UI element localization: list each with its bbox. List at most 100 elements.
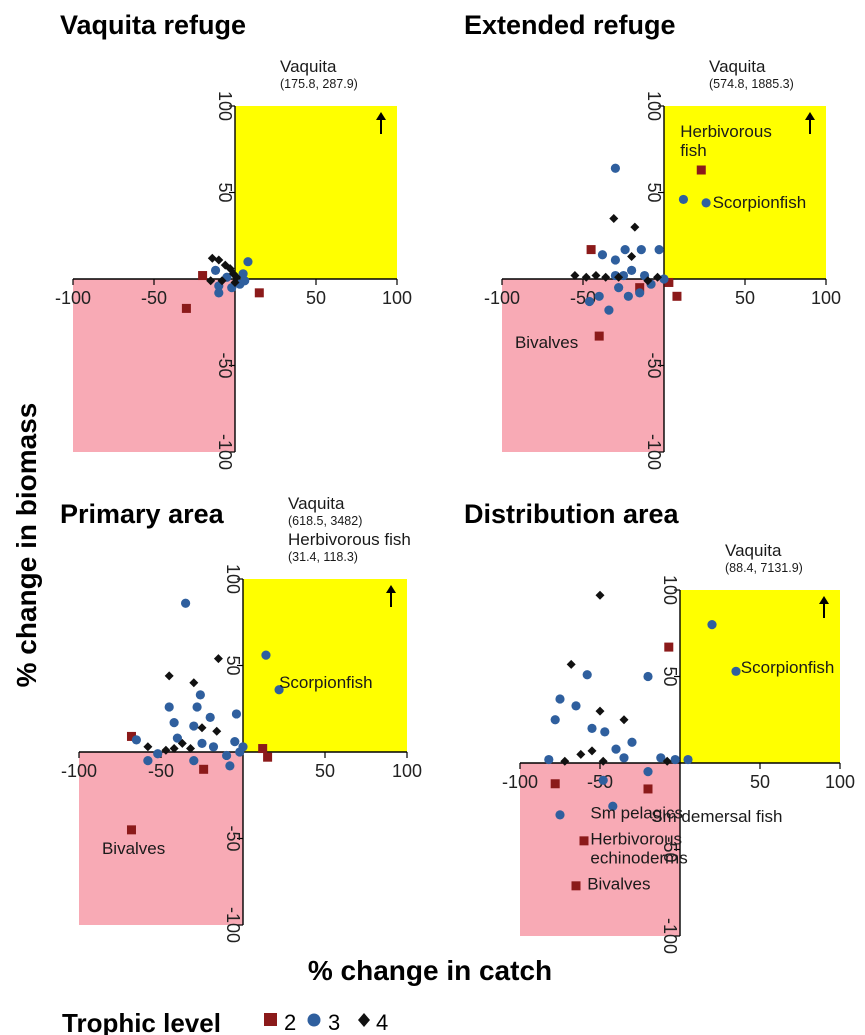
data-point-tl3	[608, 801, 618, 811]
species-label: Herbivorous	[680, 122, 772, 141]
data-point-tl4	[189, 678, 199, 688]
y-tick-label: -50	[215, 352, 235, 378]
data-point-tl3	[627, 265, 637, 275]
data-point-tl3	[654, 244, 664, 255]
data-point-tl4	[581, 272, 591, 282]
data-point-tl3	[214, 288, 224, 298]
y-tick-label: -100	[644, 434, 664, 470]
data-point-tl3	[169, 717, 179, 728]
data-point-tl2	[199, 764, 209, 774]
data-point-tl4	[601, 272, 611, 282]
data-point-tl2	[643, 784, 653, 794]
data-point-tl4	[212, 726, 222, 736]
y-tick-label: -50	[660, 836, 680, 862]
data-point-tl3	[189, 756, 199, 766]
data-point-tl3	[243, 257, 253, 267]
data-point-tl4	[230, 277, 240, 287]
panel-title: Extended refuge	[464, 10, 676, 40]
data-point-tl3	[627, 737, 637, 747]
data-point-tl3	[544, 754, 554, 765]
data-point-tl4	[627, 252, 637, 262]
quadrant-lose-lose	[520, 763, 680, 936]
y-tick-label: 100	[660, 575, 680, 605]
data-point-tl3	[208, 742, 219, 752]
offscale-coords: (31.4, 118.3)	[288, 550, 358, 564]
data-point-tl3	[555, 810, 565, 820]
data-point-tl2	[579, 836, 589, 846]
data-point-tl3	[614, 283, 624, 293]
panel-title: Vaquita refuge	[60, 10, 246, 40]
x-tick-label: -50	[141, 288, 167, 308]
offscale-arrow-head	[819, 596, 829, 604]
data-point-tl4	[207, 253, 217, 263]
data-point-tl4	[587, 746, 597, 756]
quadrant-win-win	[235, 106, 397, 279]
data-point-tl4	[164, 671, 174, 681]
data-point-tl3	[670, 754, 680, 765]
data-point-tl3	[656, 753, 666, 763]
data-point-tl4	[217, 276, 227, 286]
data-point-tl2	[126, 825, 136, 835]
panel-0: -100 -100 -50 -50 50 50 100 100 Vaquita refuge Va…	[55, 10, 412, 470]
x-tick-label: 50	[315, 761, 335, 781]
data-point-tl2	[126, 731, 136, 741]
data-point-tl3	[594, 291, 604, 301]
panel-title: Primary area	[60, 499, 225, 529]
species-label: Scorpionfish	[713, 193, 807, 212]
offscale-coords: (175.8, 287.9)	[280, 77, 358, 91]
legend-title: Trophic level	[62, 1008, 221, 1035]
species-label: Scorpionfish	[279, 673, 373, 692]
data-point-tl3	[643, 767, 653, 777]
data-point-tl2	[586, 245, 596, 255]
data-point-tl3	[205, 712, 215, 723]
data-point-tl3	[619, 753, 629, 763]
data-point-tl3	[222, 750, 232, 761]
offscale-name: Herbivorous fish	[288, 530, 411, 549]
offscale-arrow-head	[376, 112, 386, 120]
legend-marker-3	[307, 1013, 321, 1027]
data-point-tl3	[225, 761, 235, 771]
data-point-tl2	[181, 303, 191, 313]
data-point-tl3	[131, 735, 141, 745]
species-label: Bivalves	[515, 333, 578, 352]
data-point-tl3	[683, 754, 693, 765]
panel-2: -100 -100 -50 -50 50 50 100 100 Primary area Vaqu…	[60, 494, 422, 943]
data-point-tl3	[584, 296, 595, 307]
x-axis-title: % change in catch	[308, 955, 552, 986]
data-point-tl2	[198, 271, 208, 281]
species-label: Sm pelagics	[590, 803, 683, 822]
legend-marker-4	[358, 1013, 370, 1027]
data-point-tl2	[258, 744, 268, 754]
legend-label-4: 4	[376, 1010, 388, 1035]
data-point-tl3	[707, 620, 717, 630]
data-point-tl3	[240, 276, 250, 286]
data-point-tl3	[238, 742, 248, 752]
data-point-tl3	[620, 244, 630, 255]
x-tick-label: -100	[61, 761, 97, 781]
data-point-tl4	[169, 744, 179, 754]
data-point-tl3	[143, 756, 153, 766]
data-point-tl3	[597, 250, 608, 260]
panels: -100 -100 -50 -50 50 50 100 100 Vaquita refuge Va…	[55, 10, 855, 954]
x-tick-label: -100	[484, 288, 520, 308]
x-tick-label: 100	[392, 761, 422, 781]
data-point-tl3	[195, 690, 205, 700]
legend-label-2: 2	[284, 1010, 296, 1035]
data-point-tl4	[570, 271, 580, 281]
species-label: Herbivorous	[590, 829, 682, 848]
quadrant-win-win	[664, 106, 826, 279]
data-point-tl3	[189, 721, 199, 731]
x-tick-label: 100	[811, 288, 841, 308]
data-point-tl3	[210, 265, 221, 275]
y-tick-label: -50	[223, 825, 243, 851]
x-tick-label: 100	[825, 772, 855, 792]
data-point-tl3	[238, 269, 248, 279]
data-point-tl2	[696, 165, 706, 175]
data-point-tl4	[560, 756, 570, 766]
species-label: Bivalves	[102, 839, 165, 858]
data-point-tl2	[664, 277, 674, 287]
data-point-tl3	[153, 749, 163, 759]
data-point-tl3	[582, 670, 592, 680]
x-tick-label: -100	[55, 288, 91, 308]
